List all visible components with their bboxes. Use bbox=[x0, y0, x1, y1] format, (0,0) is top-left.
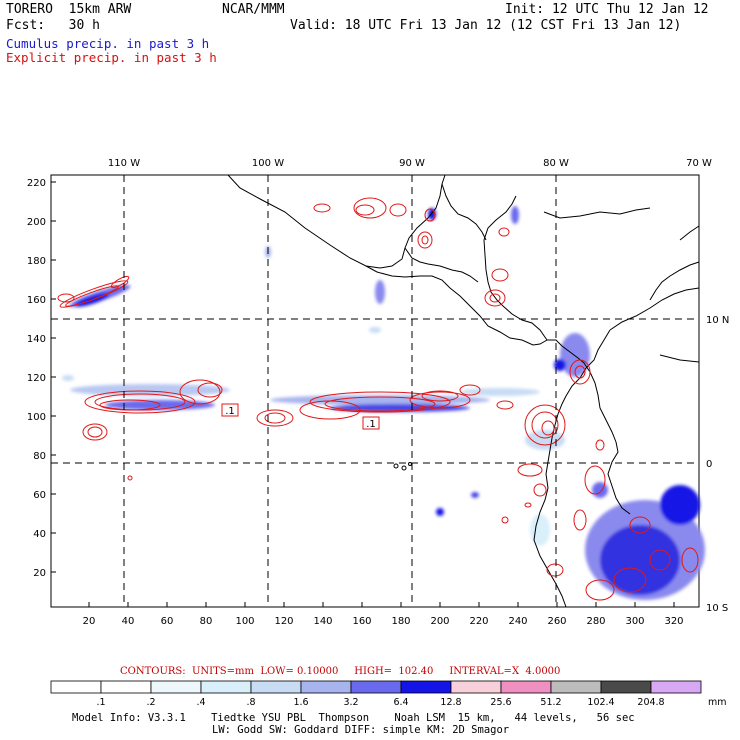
colorbar-label: 3.2 bbox=[343, 697, 359, 708]
colorbar-label: .1 bbox=[96, 697, 106, 708]
x-tick-260: 260 bbox=[547, 616, 566, 627]
lat-label-0: 0 bbox=[706, 459, 712, 470]
y-tick-160: 160 bbox=[27, 295, 46, 306]
coastlines bbox=[227, 174, 700, 608]
x-tick-140: 140 bbox=[313, 616, 332, 627]
org-label: NCAR/MMM bbox=[222, 2, 285, 17]
colorbar-swatch bbox=[400, 680, 452, 694]
y-tick-40: 40 bbox=[33, 529, 46, 540]
colorbar-unit: mm bbox=[708, 697, 727, 708]
x-axis-labels: 20 40 60 80 100 120 140 160 180 200 220 … bbox=[83, 616, 684, 627]
y-tick-60: 60 bbox=[33, 490, 46, 501]
x-tick-240: 240 bbox=[508, 616, 527, 627]
y-tick-140: 140 bbox=[27, 334, 46, 345]
colorbar-label: 204.8 bbox=[637, 697, 665, 708]
colorbar-swatch bbox=[650, 680, 702, 694]
field-explicit-label: Explicit precip. in past 3 h bbox=[6, 50, 217, 65]
x-tick-160: 160 bbox=[352, 616, 371, 627]
colorbar-swatch bbox=[350, 680, 402, 694]
latlon-grid bbox=[51, 175, 699, 607]
x-tick-180: 180 bbox=[391, 616, 410, 627]
model-info-line1: Model Info: V3.3.1 Tiedtke YSU PBL Thomp… bbox=[72, 712, 635, 724]
lat-label-10s: 10 S bbox=[706, 603, 728, 614]
colorbar-swatch bbox=[450, 680, 502, 694]
init-time: Init: 12 UTC Thu 12 Jan 12 bbox=[505, 2, 709, 17]
colorbar-label: .4 bbox=[196, 697, 206, 708]
x-tick-280: 280 bbox=[586, 616, 605, 627]
colorbar-swatch bbox=[100, 680, 152, 694]
model-title: TORERO 15km ARW bbox=[6, 2, 132, 17]
valid-time: Valid: 18 UTC Fri 13 Jan 12 (12 CST Fri … bbox=[290, 18, 682, 33]
explicit-precip-contours bbox=[57, 197, 699, 601]
contours-info: CONTOURS: UNITS=mm LOW= 0.10000 HIGH= 10… bbox=[120, 666, 560, 677]
colorbar-swatch bbox=[550, 680, 602, 694]
y-tick-120: 120 bbox=[27, 373, 46, 384]
lon-label-110w: 110 W bbox=[108, 158, 140, 169]
x-tick-220: 220 bbox=[469, 616, 488, 627]
x-tick-80: 80 bbox=[200, 616, 213, 627]
colorbar-label: 25.6 bbox=[490, 697, 512, 708]
colorbar-swatch bbox=[500, 680, 552, 694]
colorbar-label: 51.2 bbox=[540, 697, 562, 708]
field-cumulus-label: Cumulus precip. in past 3 h bbox=[6, 36, 210, 51]
colorbar-swatch bbox=[50, 680, 102, 694]
lat-label-10n: 10 N bbox=[706, 315, 729, 326]
forecast-hour: Fcst: 30 h bbox=[6, 18, 100, 33]
latitude-labels: 10 N 0 10 S bbox=[706, 315, 729, 614]
colorbar-swatch bbox=[600, 680, 652, 694]
x-axis bbox=[88, 602, 675, 607]
colorbar-swatch bbox=[200, 680, 252, 694]
y-axis bbox=[51, 181, 56, 573]
colorbar-label: .2 bbox=[146, 697, 156, 708]
y-tick-20: 20 bbox=[33, 568, 46, 579]
x-tick-60: 60 bbox=[161, 616, 174, 627]
x-tick-40: 40 bbox=[122, 616, 135, 627]
colorbar-label: 102.4 bbox=[587, 697, 615, 708]
colorbar-swatch bbox=[300, 680, 352, 694]
colorbar-swatch bbox=[250, 680, 302, 694]
colorbar-label: .8 bbox=[246, 697, 256, 708]
lon-label-70w: 70 W bbox=[686, 158, 712, 169]
y-tick-80: 80 bbox=[33, 451, 46, 462]
colorbar-swatch bbox=[150, 680, 202, 694]
y-axis-labels: 220 200 180 160 140 120 100 80 60 40 20 bbox=[27, 178, 46, 579]
x-tick-20: 20 bbox=[83, 616, 96, 627]
model-info-line2: LW: Godd SW: Goddard DIFF: simple KM: 2D… bbox=[212, 724, 510, 736]
x-tick-200: 200 bbox=[430, 616, 449, 627]
colorbar-label: 1.6 bbox=[293, 697, 309, 708]
x-tick-100: 100 bbox=[235, 616, 254, 627]
y-tick-180: 180 bbox=[27, 256, 46, 267]
colorbar-label: 6.4 bbox=[393, 697, 409, 708]
lon-label-90w: 90 W bbox=[399, 158, 425, 169]
x-tick-300: 300 bbox=[625, 616, 644, 627]
colorbar-label: 12.8 bbox=[440, 697, 462, 708]
min-label-2: .1 bbox=[366, 419, 376, 430]
y-tick-220: 220 bbox=[27, 178, 46, 189]
min-markers: .1 .1 bbox=[221, 403, 380, 430]
y-tick-200: 200 bbox=[27, 217, 46, 228]
x-tick-120: 120 bbox=[274, 616, 293, 627]
contours-units: CONTOURS: UNITS=mm LOW= 0.10000 bbox=[120, 666, 339, 677]
contours-high: HIGH= 102.40 bbox=[354, 666, 434, 677]
min-label-1: .1 bbox=[225, 406, 235, 417]
x-tick-320: 320 bbox=[664, 616, 683, 627]
y-tick-100: 100 bbox=[27, 412, 46, 423]
colorbar bbox=[50, 680, 702, 694]
longitude-labels: 110 W 100 W 90 W 80 W 70 W bbox=[108, 158, 712, 169]
contours-interval: INTERVAL=X 4.0000 bbox=[449, 666, 561, 677]
lon-label-100w: 100 W bbox=[252, 158, 284, 169]
lon-label-80w: 80 W bbox=[543, 158, 569, 169]
